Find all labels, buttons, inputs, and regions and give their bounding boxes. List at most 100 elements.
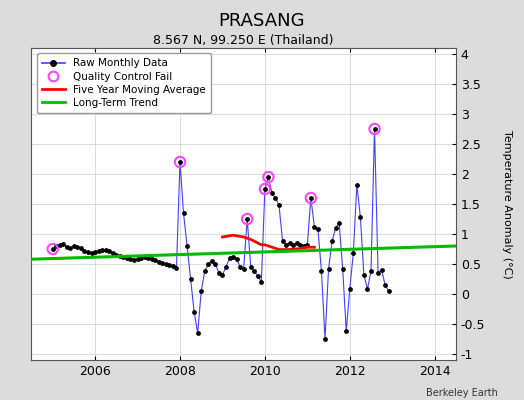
- Point: [335, 220, 343, 226]
- Point: [84, 249, 92, 255]
- Point: [260, 186, 269, 192]
- Point: [236, 264, 244, 270]
- Point: [144, 255, 152, 261]
- Point: [176, 159, 184, 165]
- Point: [105, 248, 113, 254]
- Point: [282, 242, 290, 248]
- Point: [374, 270, 383, 276]
- Point: [370, 126, 379, 132]
- Point: [119, 254, 128, 261]
- Point: [264, 174, 272, 180]
- Point: [98, 246, 106, 253]
- Point: [381, 282, 389, 288]
- Point: [187, 276, 195, 282]
- Point: [243, 216, 252, 222]
- Point: [321, 336, 329, 342]
- Point: [363, 286, 372, 292]
- Point: [179, 210, 188, 216]
- Point: [123, 255, 131, 261]
- Point: [70, 243, 78, 249]
- Point: [94, 248, 103, 254]
- Point: [48, 246, 57, 252]
- Point: [140, 254, 149, 260]
- Point: [342, 328, 351, 334]
- Point: [176, 159, 184, 165]
- Point: [324, 266, 333, 272]
- Point: [56, 242, 64, 248]
- Point: [339, 266, 347, 272]
- Point: [328, 238, 336, 244]
- Point: [229, 254, 237, 260]
- Point: [271, 195, 280, 201]
- Point: [289, 242, 298, 248]
- Point: [346, 286, 354, 292]
- Point: [275, 202, 283, 208]
- Point: [169, 263, 177, 270]
- Point: [243, 216, 252, 222]
- Point: [232, 256, 241, 262]
- Point: [300, 243, 308, 249]
- Point: [59, 241, 68, 247]
- Point: [247, 264, 255, 270]
- Point: [62, 243, 71, 250]
- Point: [257, 279, 266, 285]
- Point: [307, 195, 315, 201]
- Legend: Raw Monthly Data, Quality Control Fail, Five Year Moving Average, Long-Term Tren: Raw Monthly Data, Quality Control Fail, …: [37, 53, 211, 113]
- Text: PRASANG: PRASANG: [219, 12, 305, 30]
- Point: [162, 261, 170, 267]
- Text: Berkeley Earth: Berkeley Earth: [426, 388, 498, 398]
- Point: [222, 264, 230, 270]
- Point: [385, 288, 393, 294]
- Point: [66, 244, 74, 251]
- Point: [137, 255, 145, 261]
- Point: [349, 250, 357, 256]
- Point: [73, 244, 82, 250]
- Point: [353, 182, 361, 188]
- Point: [197, 288, 205, 294]
- Point: [102, 247, 110, 254]
- Point: [165, 262, 173, 268]
- Point: [147, 256, 156, 262]
- Point: [130, 257, 138, 264]
- Point: [317, 268, 325, 274]
- Point: [370, 126, 379, 132]
- Title: 8.567 N, 99.250 E (Thailand): 8.567 N, 99.250 E (Thailand): [154, 34, 334, 47]
- Point: [239, 266, 248, 272]
- Point: [268, 190, 276, 196]
- Point: [88, 250, 96, 256]
- Point: [52, 243, 60, 249]
- Point: [314, 226, 322, 232]
- Point: [158, 260, 167, 266]
- Point: [264, 174, 272, 180]
- Point: [190, 309, 198, 315]
- Point: [356, 214, 365, 220]
- Point: [134, 256, 142, 262]
- Point: [215, 270, 223, 276]
- Point: [155, 258, 163, 265]
- Point: [112, 252, 121, 258]
- Point: [292, 240, 301, 246]
- Point: [80, 248, 89, 254]
- Point: [204, 261, 213, 267]
- Point: [260, 186, 269, 192]
- Point: [367, 268, 375, 274]
- Point: [208, 258, 216, 264]
- Point: [359, 272, 368, 278]
- Point: [303, 242, 312, 248]
- Point: [310, 224, 319, 230]
- Point: [307, 195, 315, 201]
- Point: [193, 330, 202, 336]
- Point: [126, 256, 135, 262]
- Point: [172, 264, 181, 271]
- Point: [296, 242, 304, 248]
- Point: [48, 246, 57, 252]
- Point: [286, 240, 294, 246]
- Point: [278, 238, 287, 244]
- Point: [108, 250, 117, 256]
- Point: [211, 261, 220, 267]
- Point: [332, 225, 340, 231]
- Point: [218, 272, 226, 278]
- Point: [201, 268, 209, 274]
- Point: [77, 245, 85, 252]
- Point: [254, 273, 262, 279]
